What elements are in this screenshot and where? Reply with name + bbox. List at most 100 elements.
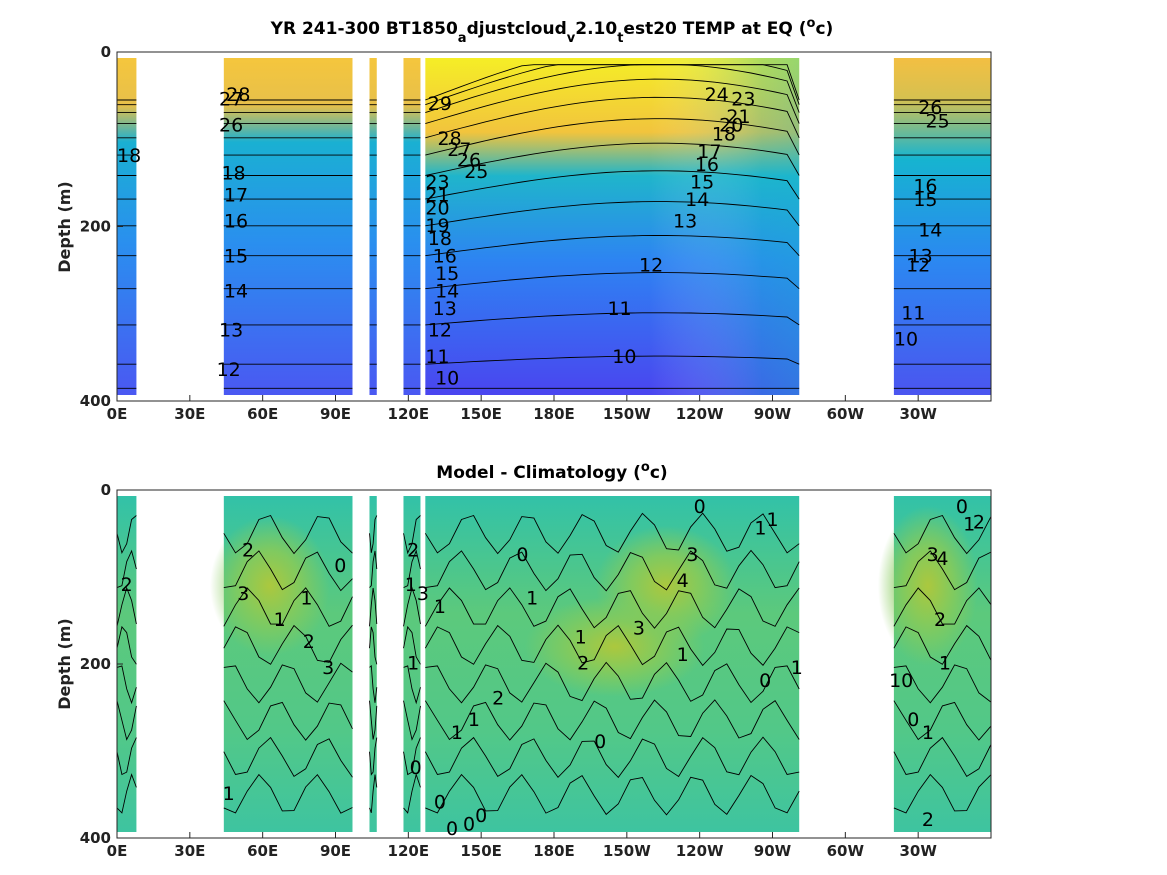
bottom-contour-label: 1 (677, 644, 689, 666)
bottom-x-tick-label: 60W (827, 842, 865, 860)
bottom-contour-line (424, 512, 800, 555)
top-contour-label: 23 (731, 88, 755, 110)
bottom-x-tick-label: 120E (388, 842, 430, 860)
bottom-contour-line (893, 624, 992, 665)
bottom-contour-label: 1 (407, 653, 419, 675)
top-x-tick-label: 30W (899, 405, 937, 423)
top-contour-label: 27 (447, 139, 471, 161)
top-contour-label: 24 (705, 84, 729, 106)
top-contour-label: 14 (224, 280, 248, 302)
top-contour-label: 16 (695, 154, 719, 176)
bottom-contour-line (893, 550, 992, 591)
top-contour-label: 12 (428, 320, 452, 342)
top-contour-label: 12 (217, 359, 241, 381)
top-contour-line (425, 142, 800, 176)
top-contour-label: 15 (690, 171, 714, 193)
bottom-contour-line (403, 665, 421, 705)
bottom-contour-lines (116, 512, 992, 816)
bottom-contour-line (403, 515, 421, 555)
bottom-contour-line (369, 550, 378, 588)
bottom-contour-label: 3 (322, 657, 334, 679)
bottom-contour-line (116, 586, 137, 627)
top-contour-lines (117, 64, 991, 389)
bottom-contour-line (223, 736, 353, 778)
top-x-tick-label: 60W (827, 405, 865, 423)
bottom-contour-line (424, 624, 800, 667)
top-contour-line (425, 312, 800, 326)
top-x-tick-label: 60E (247, 405, 278, 423)
top-contour-label: 18 (428, 228, 452, 250)
top-ocean-segment (223, 58, 353, 395)
bottom-x-tick-label: 150W (603, 842, 651, 860)
bottom-contour-label: 2 (577, 653, 589, 675)
top-contour-label: 28 (226, 84, 250, 106)
top-contour-label: 28 (438, 128, 462, 150)
anomaly-patch (877, 505, 978, 666)
top-contour-line (425, 170, 800, 200)
bottom-contour-label: 1 (922, 722, 934, 744)
top-contour-label: 15 (435, 263, 459, 285)
bottom-y-tick-label: 0 (101, 481, 111, 499)
bottom-contour-line (424, 587, 800, 629)
top-contour-label: 10 (894, 328, 918, 350)
bottom-contour-line (116, 700, 137, 741)
top-contour-label: 29 (428, 93, 452, 115)
top-y-tick-label: 0 (101, 43, 111, 61)
bottom-contour-label: 3 (927, 544, 939, 566)
bottom-contour-label: 3 (686, 544, 698, 566)
top-contour-label: 14 (918, 219, 942, 241)
bottom-contour-label: 0 (594, 731, 606, 753)
bottom-y-tick-label: 400 (80, 829, 111, 847)
top-contour-line (425, 235, 800, 257)
top-y-tick-label: 400 (80, 392, 111, 410)
bottom-contour-label: 1 (300, 587, 312, 609)
bottom-axes: 0E 30E 60E 90E 120E 150E 180E 150W 120W 90W 60W 30W… (80, 481, 992, 860)
top-contour-label: 16 (913, 176, 937, 198)
bottom-contour-line (425, 549, 800, 592)
top-contour-label: 13 (909, 246, 933, 268)
bottom-contour-label: 2 (934, 609, 946, 631)
bottom-contour-label: 2 (922, 809, 934, 831)
top-contour-label: 21 (726, 106, 750, 128)
top-contour-label: 17 (697, 141, 721, 163)
top-contour-line (425, 78, 800, 125)
bottom-contour-label: 4 (936, 548, 948, 570)
bottom-contour-label: 1 (223, 783, 235, 805)
bottom-contour-line (425, 773, 800, 816)
bottom-y-tick-label: 200 (80, 655, 111, 673)
bottom-contour-label: 1 (939, 653, 951, 675)
bottom-ocean-segment (369, 496, 377, 832)
bottom-contour-line (369, 626, 378, 665)
top-x-tick-label: 150W (603, 405, 651, 423)
bottom-contour-line (403, 549, 421, 589)
bottom-contour-label: 10 (889, 670, 913, 692)
top-contour-label: 18 (712, 123, 736, 145)
top-contour-label: 21 (425, 184, 449, 206)
bottom-contour-line (369, 664, 378, 703)
bottom-contour-label: 0 (516, 544, 528, 566)
bottom-contour-line (403, 700, 421, 741)
bottom-chart-title: Model - Climatology (oc) (436, 460, 667, 484)
top-x-tick-label: 90W (754, 405, 792, 423)
top-contour-label: 16 (433, 246, 457, 268)
bottom-contour-label: 0 (410, 757, 422, 779)
bottom-x-tick-label: 120W (676, 842, 724, 860)
top-contour-label: 11 (607, 298, 631, 320)
bottom-contour-label: 0 (446, 818, 458, 840)
bottom-contour-label: 0 (956, 496, 968, 518)
bottom-contour-label: 1 (434, 596, 446, 618)
top-contour-labels: 2827261817161514131218292827262523212019… (117, 84, 950, 390)
top-contour-label: 15 (224, 246, 248, 268)
top-axes: 0E 30E 60E 90E 120E 150E 180E 150W 120W 90W 60W 30W… (80, 43, 992, 423)
top-contour-label: 18 (221, 163, 245, 185)
top-contour-label: 26 (918, 97, 942, 119)
top-contour-line (425, 64, 800, 106)
top-contour-label: 27 (219, 88, 243, 110)
top-contour-line (425, 272, 800, 290)
top-contour-label: 16 (224, 211, 248, 233)
bottom-contour-line (893, 700, 992, 741)
bottom-contour-line (893, 587, 992, 627)
top-contour-line (425, 118, 800, 156)
top-ocean-segment (369, 58, 377, 395)
